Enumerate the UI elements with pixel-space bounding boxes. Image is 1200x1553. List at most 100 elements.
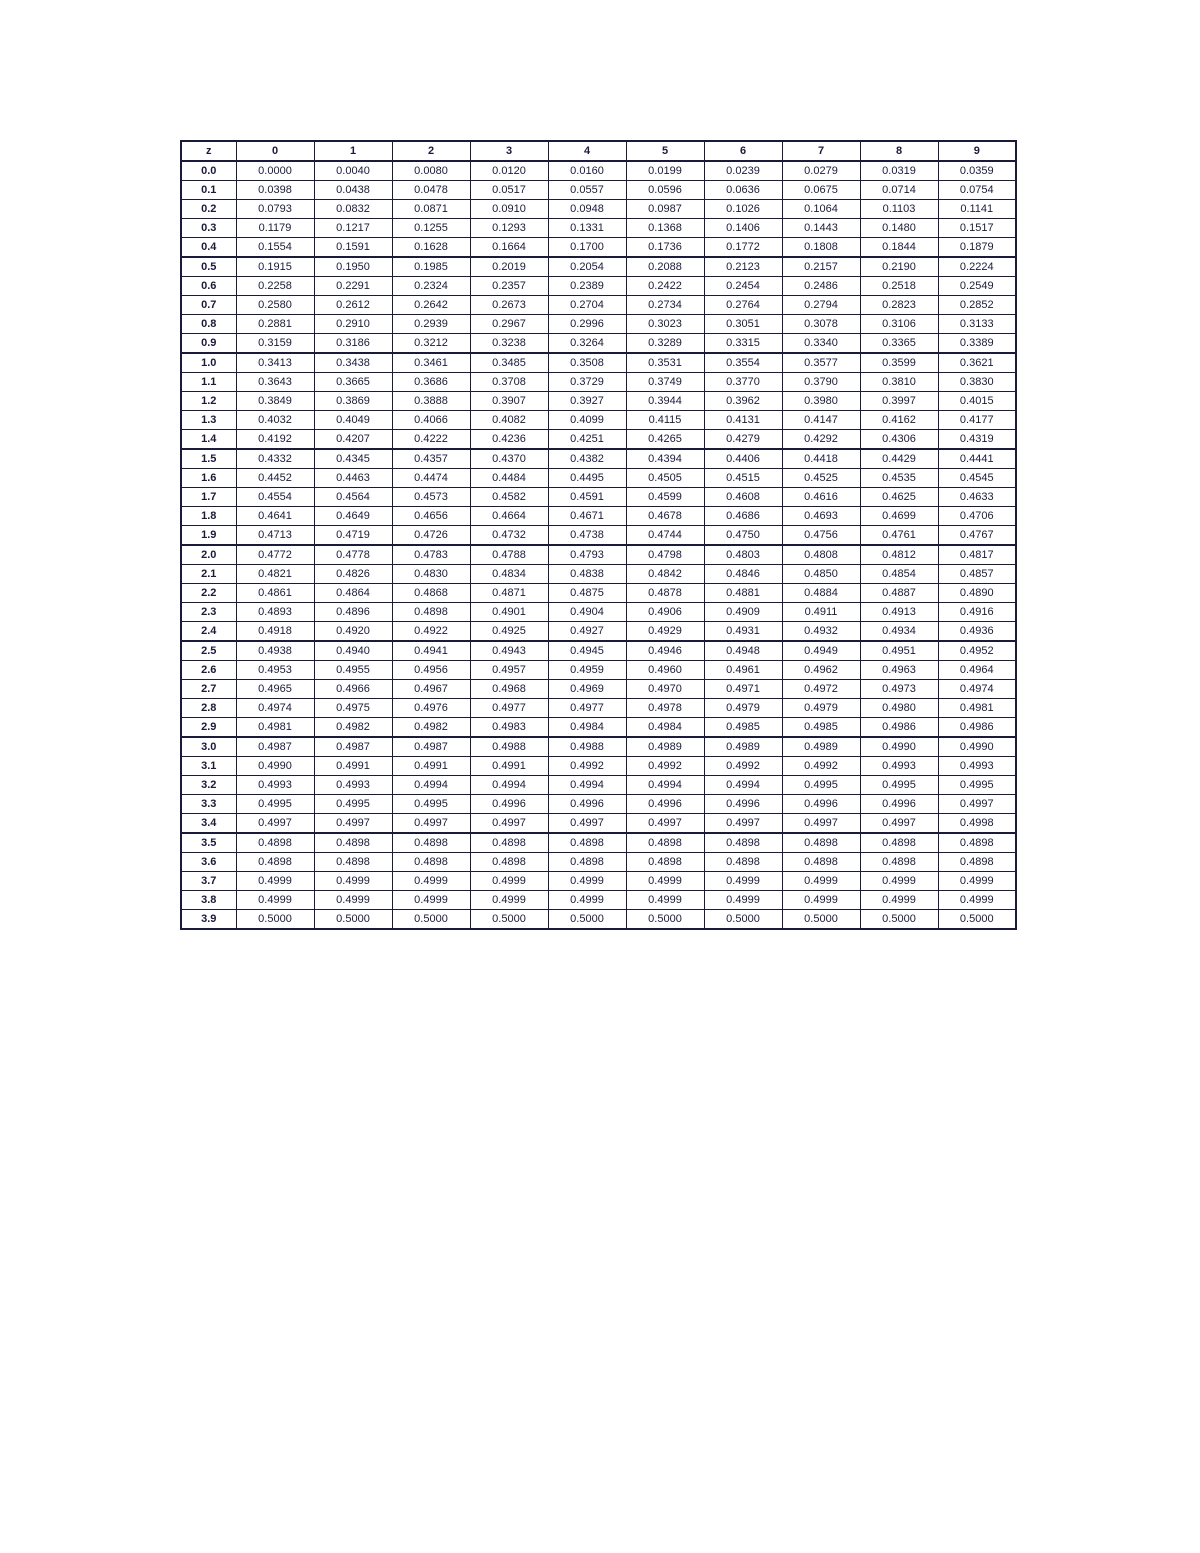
- table-cell: 0.3962: [704, 392, 782, 411]
- row-header: 3.4: [181, 814, 236, 834]
- table-cell: 0.4977: [470, 699, 548, 718]
- col-header: 1: [314, 141, 392, 161]
- table-cell: 0.5000: [314, 910, 392, 930]
- table-cell: 0.4738: [548, 526, 626, 546]
- table-cell: 0.4934: [860, 622, 938, 642]
- table-cell: 0.3888: [392, 392, 470, 411]
- table-cell: 0.4993: [314, 776, 392, 795]
- table-cell: 0.4821: [236, 565, 314, 584]
- table-cell: 0.4911: [782, 603, 860, 622]
- col-header: 7: [782, 141, 860, 161]
- table-row: 2.60.49530.49550.49560.49570.49590.49600…: [181, 661, 1016, 680]
- table-cell: 0.1591: [314, 238, 392, 258]
- table-cell: 0.5000: [626, 910, 704, 930]
- table-row: 3.00.49870.49870.49870.49880.49880.49890…: [181, 737, 1016, 757]
- table-cell: 0.4798: [626, 545, 704, 565]
- table-cell: 0.4864: [314, 584, 392, 603]
- row-header: 0.9: [181, 334, 236, 354]
- table-cell: 0.4686: [704, 507, 782, 526]
- row-header: 2.3: [181, 603, 236, 622]
- table-cell: 0.4573: [392, 488, 470, 507]
- table-cell: 0.4999: [704, 872, 782, 891]
- table-cell: 0.1064: [782, 200, 860, 219]
- table-cell: 0.4207: [314, 430, 392, 450]
- table-cell: 0.4616: [782, 488, 860, 507]
- table-cell: 0.4999: [938, 891, 1016, 910]
- table-cell: 0.4992: [626, 757, 704, 776]
- table-cell: 0.1915: [236, 257, 314, 277]
- table-cell: 0.4898: [236, 853, 314, 872]
- table-cell: 0.4898: [548, 833, 626, 853]
- table-cell: 0.2673: [470, 296, 548, 315]
- table-cell: 0.4744: [626, 526, 704, 546]
- table-cell: 0.4898: [860, 853, 938, 872]
- row-header: 2.4: [181, 622, 236, 642]
- table-cell: 0.4991: [470, 757, 548, 776]
- table-cell: 0.2486: [782, 277, 860, 296]
- table-cell: 0.2967: [470, 315, 548, 334]
- table-cell: 0.0000: [236, 161, 314, 181]
- table-cell: 0.2357: [470, 277, 548, 296]
- table-cell: 0.4997: [314, 814, 392, 834]
- table-cell: 0.4641: [236, 507, 314, 526]
- table-cell: 0.1808: [782, 238, 860, 258]
- table-cell: 0.4991: [392, 757, 470, 776]
- table-cell: 0.0910: [470, 200, 548, 219]
- table-cell: 0.3051: [704, 315, 782, 334]
- table-cell: 0.4953: [236, 661, 314, 680]
- table-cell: 0.4999: [704, 891, 782, 910]
- table-cell: 0.0080: [392, 161, 470, 181]
- table-cell: 0.4292: [782, 430, 860, 450]
- table-cell: 0.4997: [626, 814, 704, 834]
- table-cell: 0.4846: [704, 565, 782, 584]
- table-cell: 0.4898: [314, 853, 392, 872]
- table-cell: 0.4332: [236, 449, 314, 469]
- row-header: 3.2: [181, 776, 236, 795]
- col-header: 5: [626, 141, 704, 161]
- row-header: 1.2: [181, 392, 236, 411]
- table-cell: 0.2157: [782, 257, 860, 277]
- row-header: 2.8: [181, 699, 236, 718]
- table-row: 2.90.49810.49820.49820.49830.49840.49840…: [181, 718, 1016, 738]
- table-cell: 0.3770: [704, 373, 782, 392]
- table-cell: 0.3708: [470, 373, 548, 392]
- table-cell: 0.4996: [782, 795, 860, 814]
- table-cell: 0.2580: [236, 296, 314, 315]
- table-cell: 0.4706: [938, 507, 1016, 526]
- table-row: 0.80.28810.29100.29390.29670.29960.30230…: [181, 315, 1016, 334]
- row-header: 0.3: [181, 219, 236, 238]
- table-cell: 0.4564: [314, 488, 392, 507]
- table-cell: 0.4949: [782, 641, 860, 661]
- table-cell: 0.4357: [392, 449, 470, 469]
- table-cell: 0.1700: [548, 238, 626, 258]
- table-cell: 0.4969: [548, 680, 626, 699]
- table-cell: 0.4265: [626, 430, 704, 450]
- table-cell: 0.2389: [548, 277, 626, 296]
- table-cell: 0.0948: [548, 200, 626, 219]
- table-cell: 0.4875: [548, 584, 626, 603]
- table-cell: 0.4878: [626, 584, 704, 603]
- table-cell: 0.4999: [548, 872, 626, 891]
- table-cell: 0.1517: [938, 219, 1016, 238]
- row-header: 0.0: [181, 161, 236, 181]
- table-cell: 0.4940: [314, 641, 392, 661]
- table-cell: 0.4994: [392, 776, 470, 795]
- table-cell: 0.4999: [470, 891, 548, 910]
- table-cell: 0.3106: [860, 315, 938, 334]
- table-cell: 0.1293: [470, 219, 548, 238]
- table-cell: 0.4984: [626, 718, 704, 738]
- table-cell: 0.4898: [314, 833, 392, 853]
- table-cell: 0.4922: [392, 622, 470, 642]
- table-cell: 0.4625: [860, 488, 938, 507]
- table-cell: 0.2852: [938, 296, 1016, 315]
- table-cell: 0.4842: [626, 565, 704, 584]
- row-header: 1.6: [181, 469, 236, 488]
- table-cell: 0.4987: [314, 737, 392, 757]
- table-cell: 0.3133: [938, 315, 1016, 334]
- table-cell: 0.4996: [704, 795, 782, 814]
- table-cell: 0.0239: [704, 161, 782, 181]
- table-cell: 0.4979: [704, 699, 782, 718]
- table-row: 0.20.07930.08320.08710.09100.09480.09870…: [181, 200, 1016, 219]
- table-cell: 0.0478: [392, 181, 470, 200]
- row-header: 3.1: [181, 757, 236, 776]
